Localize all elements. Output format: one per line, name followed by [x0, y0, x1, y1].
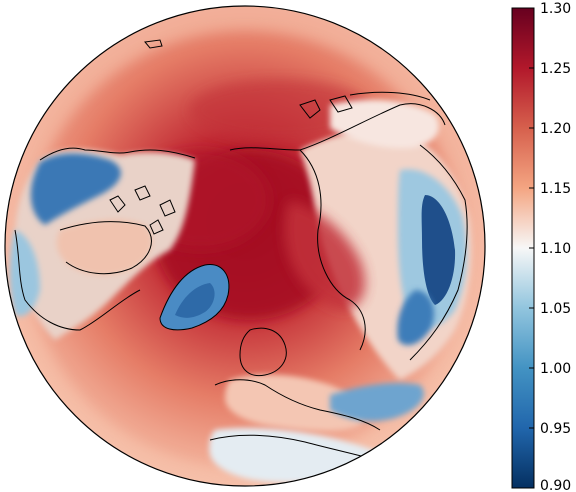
field-canada-blue: [30, 153, 121, 225]
coast-alaska-pacific: [14, 229, 141, 331]
coast-europe: [214, 379, 381, 431]
field-north-band: [190, 80, 370, 140]
field-china-blue: [397, 290, 435, 346]
coast-siberia-arctic: [229, 103, 446, 151]
coast-scandinavia: [239, 327, 287, 377]
field-europe: [225, 374, 364, 431]
field-bering-pale: [330, 99, 439, 149]
coast-east-asia: [409, 144, 468, 361]
field-greenland-core: [175, 283, 215, 318]
coast-arctic-islands-east: [299, 95, 353, 119]
colorbar-tick-label: 1.10: [540, 241, 571, 257]
colorbar-ticks: 1.30 1.25 1.20 1.15 1.10 1.05 1.00 0.95 0.90: [529, 1, 571, 492]
colorbar-tick-label: 1.15: [540, 181, 571, 197]
coast-russia-inland: [299, 149, 366, 351]
colorbar-tick-label: 0.90: [540, 478, 571, 492]
coast-bering: [349, 91, 431, 101]
coast-arctic-archipelago: [109, 185, 176, 235]
field-alaska-blue: [9, 230, 40, 317]
map-boundary: [4, 5, 486, 487]
field-east-asia-deep: [421, 195, 456, 305]
polar-map-svg: [4, 5, 486, 487]
colorbar-svg: 1.30 1.25 1.20 1.15 1.10 1.05 1.00 0.95 0.90: [511, 1, 571, 492]
coastlines: [14, 39, 468, 466]
colorbar-tick-label: 1.30: [540, 1, 571, 17]
colorbar-tick-label: 0.95: [540, 421, 571, 437]
colorbar-tick-label: 1.00: [540, 361, 571, 377]
colorbar-tick-label: 1.20: [540, 121, 571, 137]
coast-north-america-arctic: [39, 147, 196, 161]
colorbar-tick-label: 1.25: [540, 61, 571, 77]
polar-map: [4, 5, 486, 487]
coast-greenland: [159, 264, 230, 331]
field-hudson-pale: [56, 219, 153, 276]
coast-pacific-island: [144, 39, 163, 49]
colorbar-tick-label: 1.05: [540, 301, 571, 317]
field-central-asia-blue: [330, 383, 424, 422]
map-field: [5, 6, 485, 486]
colorbar: 1.30 1.25 1.20 1.15 1.10 1.05 1.00 0.95 0.90: [500, 0, 576, 492]
field-russia-red: [284, 200, 365, 310]
coast-hudson-bay: [59, 221, 152, 275]
